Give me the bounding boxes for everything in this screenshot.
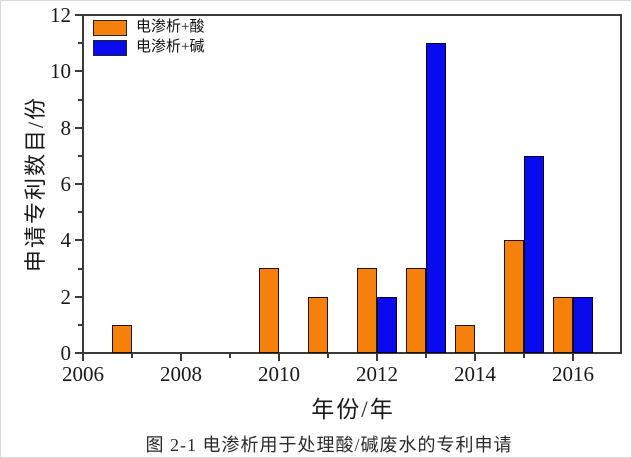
bar-acid-2010 <box>259 268 279 353</box>
x-major-tick <box>82 353 84 361</box>
figure-caption: 图 2-1 电渗析用于处理酸/碱废水的专利申请 <box>145 435 513 455</box>
bar-alkali-2016 <box>573 297 593 353</box>
bar-acid-2015 <box>504 240 524 353</box>
y-tick-label: 4 <box>60 228 72 253</box>
x-major-tick <box>376 353 378 361</box>
y-tick-label: 10 <box>50 59 71 84</box>
x-minor-tick <box>425 353 427 358</box>
y-minor-tick <box>78 98 83 101</box>
x-tick-label: 2014 <box>454 362 496 386</box>
bar-acid-2013 <box>406 268 426 353</box>
legend-swatch-acid <box>93 19 127 36</box>
legend-item-acid: 电渗析+酸 <box>93 19 204 36</box>
y-major-tick <box>75 352 83 354</box>
x-major-tick <box>474 353 476 361</box>
y-tick-label: 0 <box>60 341 72 365</box>
bar-alkali-2015 <box>524 156 544 353</box>
x-minor-tick <box>327 353 329 358</box>
y-minor-tick <box>78 42 83 45</box>
bar-acid-2011 <box>308 297 328 353</box>
x-major-tick <box>572 353 574 361</box>
bar-acid-2007 <box>112 325 132 353</box>
x-tick-label: 2010 <box>258 362 300 386</box>
y-tick-label: 6 <box>60 172 72 196</box>
legend: 电渗析+酸 电渗析+碱 <box>93 19 204 59</box>
legend-item-alkali: 电渗析+碱 <box>93 39 204 56</box>
y-tick-label: 2 <box>60 284 72 309</box>
y-major-tick <box>75 70 83 73</box>
legend-swatch-alkali <box>93 39 127 56</box>
bar-acid-2014 <box>455 325 475 353</box>
x-tick-label: 2016 <box>552 362 594 386</box>
bar-acid-2012 <box>357 268 377 353</box>
y-major-tick <box>75 126 83 129</box>
y-major-tick <box>75 239 83 242</box>
bar-alkali-2013 <box>426 43 446 353</box>
legend-label-alkali: 电渗析+碱 <box>136 39 205 55</box>
x-minor-tick <box>229 353 231 358</box>
x-major-tick <box>180 353 182 361</box>
y-minor-tick <box>78 154 83 157</box>
y-major-tick <box>75 14 83 16</box>
bar-alkali-2012 <box>377 297 397 353</box>
x-axis-title: 年份/年 <box>311 397 395 422</box>
y-major-tick <box>75 295 83 298</box>
x-tick-label: 2006 <box>62 362 104 386</box>
y-minor-tick <box>78 211 83 214</box>
y-minor-tick <box>78 323 83 326</box>
bar-acid-2016 <box>553 297 573 353</box>
x-tick-label: 2012 <box>356 362 398 386</box>
y-tick-label: 12 <box>50 3 71 27</box>
x-minor-tick <box>523 353 525 358</box>
y-tick-label: 8 <box>60 115 72 140</box>
y-minor-tick <box>78 267 83 270</box>
x-minor-tick <box>131 353 133 358</box>
y-axis-title: 申请专利数目/份 <box>23 95 48 273</box>
legend-label-acid: 电渗析+酸 <box>136 19 205 35</box>
x-tick-label: 2008 <box>160 362 202 386</box>
x-major-tick <box>278 353 280 361</box>
y-major-tick <box>75 183 83 185</box>
